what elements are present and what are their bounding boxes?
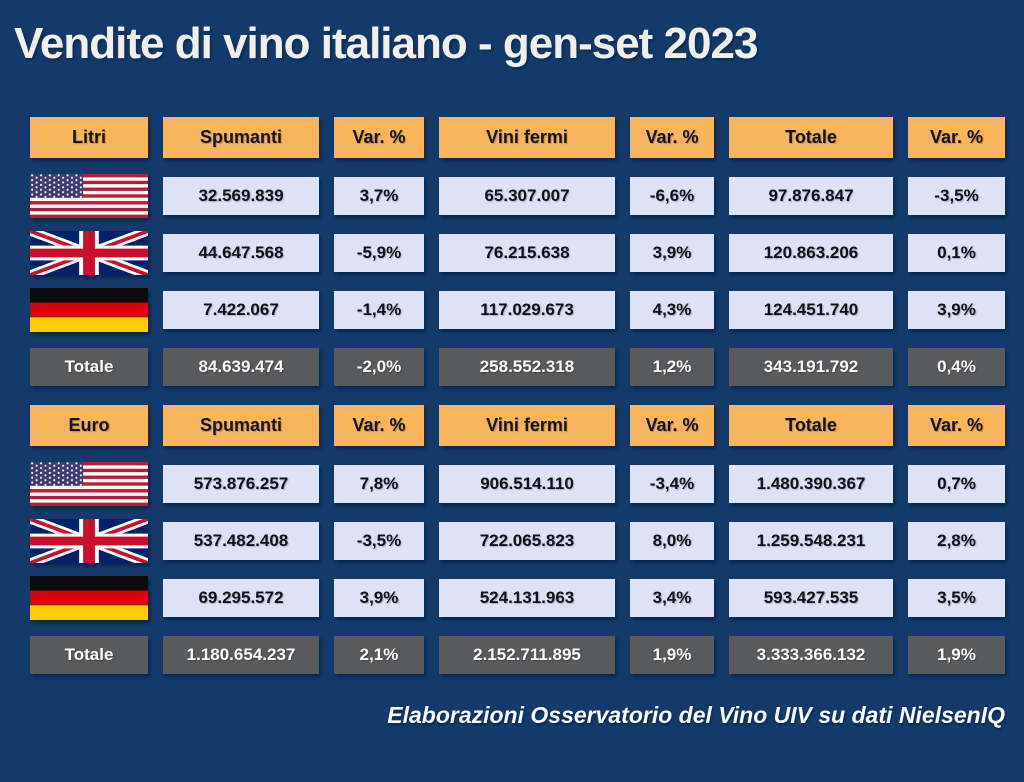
value-cell: 3,9% bbox=[908, 291, 1005, 329]
value-cell: 3,4% bbox=[630, 579, 714, 617]
total-cell: -2,0% bbox=[334, 348, 424, 386]
page: Vendite di vino italiano - gen-set 2023 … bbox=[0, 14, 1024, 729]
value-cell: 593.427.535 bbox=[729, 579, 893, 617]
col-header-var: Var. % bbox=[334, 117, 424, 158]
value-cell: 120.863.206 bbox=[729, 234, 893, 272]
col-header-spumanti: Spumanti bbox=[163, 117, 319, 158]
value-cell: 4,3% bbox=[630, 291, 714, 329]
value-cell: 1.259.548.231 bbox=[729, 522, 893, 560]
total-cell: 1,9% bbox=[630, 636, 714, 674]
value-cell: -6,6% bbox=[630, 177, 714, 215]
value-cell: 524.131.963 bbox=[439, 579, 615, 617]
value-cell: 0,7% bbox=[908, 465, 1005, 503]
value-cell: 76.215.638 bbox=[439, 234, 615, 272]
uk-flag-icon bbox=[30, 231, 148, 275]
value-cell: 722.065.823 bbox=[439, 522, 615, 560]
total-cell: 1,2% bbox=[630, 348, 714, 386]
value-cell: 32.569.839 bbox=[163, 177, 319, 215]
total-label: Totale bbox=[30, 636, 148, 674]
value-cell: 3,5% bbox=[908, 579, 1005, 617]
total-cell: 3.333.366.132 bbox=[729, 636, 893, 674]
col-header-vini-fermi: Vini fermi bbox=[439, 117, 615, 158]
value-cell: 906.514.110 bbox=[439, 465, 615, 503]
value-cell: 44.647.568 bbox=[163, 234, 319, 272]
value-cell: 3,9% bbox=[334, 579, 424, 617]
source-credit: Elaborazioni Osservatorio del Vino UIV s… bbox=[387, 702, 1005, 728]
value-cell: 0,1% bbox=[908, 234, 1005, 272]
total-label: Totale bbox=[30, 348, 148, 386]
col-header-totale: Totale bbox=[729, 117, 893, 158]
value-cell: 65.307.007 bbox=[439, 177, 615, 215]
usa-flag-icon bbox=[30, 174, 148, 218]
value-cell: 537.482.408 bbox=[163, 522, 319, 560]
total-cell: 258.552.318 bbox=[439, 348, 615, 386]
total-cell: 2,1% bbox=[334, 636, 424, 674]
value-cell: 3,9% bbox=[630, 234, 714, 272]
sales-table: Litri Spumanti Var. % Vini fermi Var. % … bbox=[30, 117, 1024, 674]
value-cell: 3,7% bbox=[334, 177, 424, 215]
value-cell: -3,4% bbox=[630, 465, 714, 503]
col-header-var: Var. % bbox=[630, 117, 714, 158]
value-cell: 2,8% bbox=[908, 522, 1005, 560]
value-cell: -3,5% bbox=[334, 522, 424, 560]
germany-flag-icon bbox=[30, 288, 148, 332]
total-cell: 0,4% bbox=[908, 348, 1005, 386]
unit-header-litri: Litri bbox=[30, 117, 148, 158]
unit-header-euro: Euro bbox=[30, 405, 148, 446]
usa-flag-icon bbox=[30, 462, 148, 506]
total-cell: 1.180.654.237 bbox=[163, 636, 319, 674]
total-cell: 2.152.711.895 bbox=[439, 636, 615, 674]
col-header-vini-fermi: Vini fermi bbox=[439, 405, 615, 446]
value-cell: 573.876.257 bbox=[163, 465, 319, 503]
germany-flag-icon bbox=[30, 576, 148, 620]
value-cell: 1.480.390.367 bbox=[729, 465, 893, 503]
value-cell: -1,4% bbox=[334, 291, 424, 329]
total-cell: 343.191.792 bbox=[729, 348, 893, 386]
col-header-var: Var. % bbox=[630, 405, 714, 446]
total-cell: 1,9% bbox=[908, 636, 1005, 674]
value-cell: 7.422.067 bbox=[163, 291, 319, 329]
page-title: Vendite di vino italiano - gen-set 2023 bbox=[14, 19, 758, 68]
value-cell: 117.029.673 bbox=[439, 291, 615, 329]
col-header-totale: Totale bbox=[729, 405, 893, 446]
value-cell: 124.451.740 bbox=[729, 291, 893, 329]
col-header-spumanti: Spumanti bbox=[163, 405, 319, 446]
value-cell: -3,5% bbox=[908, 177, 1005, 215]
total-cell: 84.639.474 bbox=[163, 348, 319, 386]
uk-flag-icon bbox=[30, 519, 148, 563]
value-cell: 97.876.847 bbox=[729, 177, 893, 215]
col-header-var: Var. % bbox=[334, 405, 424, 446]
col-header-var: Var. % bbox=[908, 405, 1005, 446]
value-cell: 7,8% bbox=[334, 465, 424, 503]
value-cell: -5,9% bbox=[334, 234, 424, 272]
value-cell: 69.295.572 bbox=[163, 579, 319, 617]
col-header-var: Var. % bbox=[908, 117, 1005, 158]
value-cell: 8,0% bbox=[630, 522, 714, 560]
